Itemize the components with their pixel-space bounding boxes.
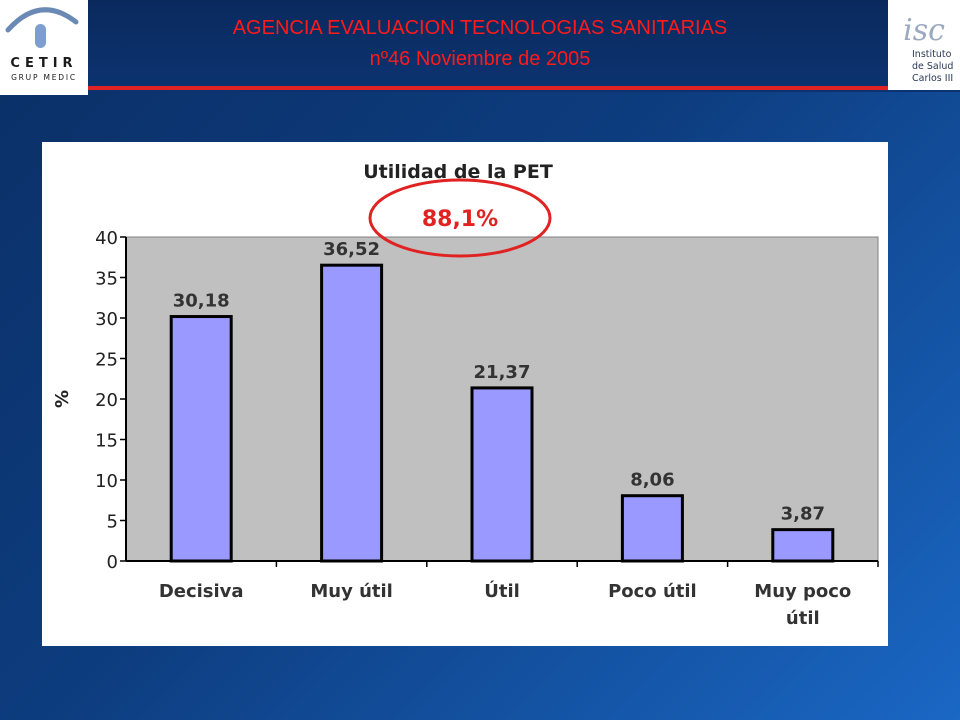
bar-0 [169, 315, 233, 563]
isciii-logo-mark: isc [903, 13, 945, 48]
data-label-0: 30,18 [173, 291, 230, 312]
cetir-logo-sub: GRUP MEDIC [11, 73, 77, 82]
x-category-label-4-1: Muy poco [754, 581, 851, 602]
header-bar [0, 0, 960, 92]
y-tick-label-7: 35 [95, 269, 118, 290]
x-category-label-2: Útil [484, 580, 520, 602]
y-tick-label-4: 20 [95, 390, 118, 411]
chart-title: Utilidad de la PET [363, 161, 553, 183]
x-category-label-0: Decisiva [159, 581, 244, 602]
isciii-logo-line-3: Carlos III [912, 73, 953, 84]
y-tick-label-0: 0 [107, 552, 118, 573]
data-label-1: 36,52 [323, 239, 380, 260]
y-tick-label-8: 40 [95, 228, 118, 249]
bar-4 [771, 528, 835, 563]
y-tick-label-5: 25 [95, 350, 118, 371]
bar-3 [620, 494, 684, 563]
data-label-4: 3,87 [781, 504, 825, 525]
data-label-2: 21,37 [474, 362, 531, 383]
y-tick-label-1: 5 [107, 512, 118, 533]
slide-title-line-1: AGENCIA EVALUACION TECNOLOGIAS SANITARIA… [232, 17, 728, 39]
cetir-logo: CETIR GRUP MEDIC [0, 0, 88, 95]
x-category-label-4-2: útil [786, 608, 820, 629]
chart-container: Utilidad de la PET 0 5 10 15 20 25 30 35 40% 30,18… [42, 142, 888, 646]
data-label-3: 8,06 [630, 470, 674, 491]
y-axis-label: % [52, 390, 73, 408]
x-category-label-3: Poco útil [608, 581, 697, 602]
cetir-logo-pill [35, 24, 46, 48]
y-tick-label-2: 10 [95, 471, 118, 492]
bar-1 [320, 263, 384, 563]
isciii-logo-line-1: Instituto [912, 49, 952, 60]
bar-chart: Utilidad de la PET 0 5 10 15 20 25 30 35 40% 30,18… [52, 161, 879, 629]
isciii-logo-line-2: de Salud [912, 61, 953, 72]
y-tick-label-6: 30 [95, 309, 118, 330]
cetir-logo-arc [5, 7, 79, 33]
y-tick-label-3: 15 [95, 431, 118, 452]
callout-ellipse [368, 178, 552, 258]
cetir-logo-letters: CETIR [10, 56, 77, 71]
slide-title-line-2: nº46 Noviembre de 2005 [369, 48, 591, 70]
header-divider [0, 86, 960, 90]
x-category-label-1: Muy útil [310, 581, 393, 602]
isciii-logo: isc Instituto de Salud Carlos III [888, 0, 960, 90]
callout-label: 88,1% [422, 207, 498, 232]
bar-2 [470, 386, 534, 563]
